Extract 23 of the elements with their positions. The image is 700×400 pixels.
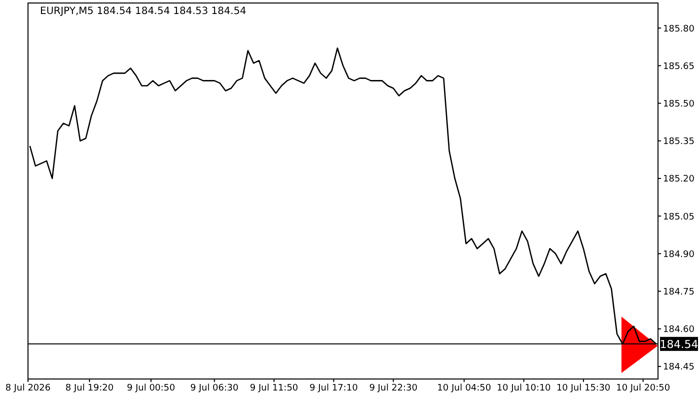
x-tick-label: 9 Jul 11:50 [250, 383, 298, 394]
x-tick-label: 10 Jul 04:50 [437, 383, 492, 394]
y-tick-label: 184.60 [663, 325, 695, 336]
y-tick-label: 184.45 [663, 362, 694, 373]
x-tick-label: 9 Jul 22:30 [369, 383, 418, 394]
x-tick-label: 10 Jul 10:10 [496, 383, 552, 394]
x-tick-label: 10 Jul 20:50 [616, 383, 670, 394]
x-tick-label: 8 Jul 2026 [5, 383, 51, 394]
y-tick-label: 185.05 [663, 212, 694, 222]
ref-line-label: 184.54 [660, 338, 698, 351]
y-tick-label: 185.80 [663, 24, 695, 34]
x-tick-label: 10 Jul 15:30 [556, 383, 611, 394]
y-tick-label: 185.20 [663, 174, 695, 185]
x-tick-label: 9 Jul 17:10 [310, 383, 358, 394]
chart-title: EURJPY,M5 184.54 184.54 184.53 184.54 [40, 6, 246, 17]
y-tick-label: 185.65 [663, 62, 694, 72]
x-tick-label: 8 Jul 19:20 [65, 383, 114, 394]
y-tick-label: 184.75 [663, 287, 694, 298]
y-tick-label: 185.35 [663, 137, 694, 148]
y-tick-label: 185.50 [663, 99, 695, 110]
y-tick-label: 184.90 [663, 250, 695, 260]
x-tick-label: 9 Jul 06:30 [190, 383, 239, 394]
x-tick-label: 9 Jul 00:50 [126, 383, 176, 394]
